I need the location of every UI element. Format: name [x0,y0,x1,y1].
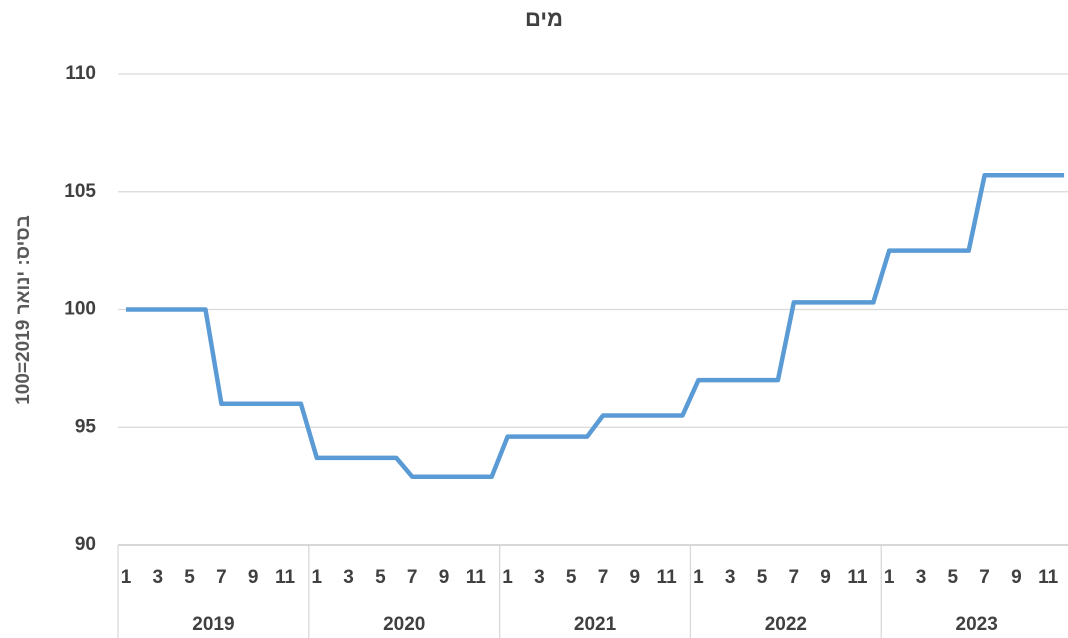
x-tick-label: 5 [184,567,195,588]
x-tick-label: 11 [275,567,296,588]
x-tick-label: 3 [725,567,736,588]
x-tick-label: 1 [502,567,513,588]
y-tick-label: 95 [75,416,97,437]
y-tick-label: 110 [65,63,96,84]
x-tick-label: 1 [312,567,323,588]
x-tick-label: 11 [657,567,678,588]
x-tick-label: 5 [757,567,768,588]
line [126,173,1065,479]
y-tick-label: 100 [64,299,96,320]
x-tick-label: 7 [979,567,990,588]
x-tick-label: 1 [121,567,132,588]
x-tick-label: 3 [916,567,927,588]
x-tick-label: 3 [534,567,545,588]
x-tick-label: 7 [216,567,227,588]
y-tick-label: 90 [75,534,96,555]
x-tick-label: 5 [566,567,577,588]
x-tick-label: 5 [375,567,386,588]
x-tick-label: 11 [847,567,868,588]
chart-title: מים [525,6,563,31]
x-tick-label: 9 [439,567,450,588]
y-tick-label: 105 [64,181,96,202]
group-label: 2019 [192,614,234,635]
x-tick-label: 9 [248,567,259,588]
group-label: 2023 [956,614,998,635]
x-tick-label: 1 [693,567,704,588]
group-label: 2020 [383,614,425,635]
x-tick-label: 7 [598,567,609,588]
x-tick-label: 3 [343,567,354,588]
group-label: 2021 [574,614,617,635]
x-tick-label: 7 [407,567,418,588]
x-tick-label: 5 [948,567,959,588]
x-tick-label: 11 [466,567,487,588]
x-tick-label: 9 [1011,567,1022,588]
x-tick-label: 7 [789,567,800,588]
x-tick-label: 1 [884,567,895,588]
group-label: 2022 [765,614,807,635]
y-axis-label: בסיס: ינואר 2019=100 [13,215,34,405]
x-tick-label: 3 [153,567,164,588]
x-tick-label: 11 [1038,567,1059,588]
x-tick-label: 9 [820,567,831,588]
x-tick-label: 9 [630,567,641,588]
